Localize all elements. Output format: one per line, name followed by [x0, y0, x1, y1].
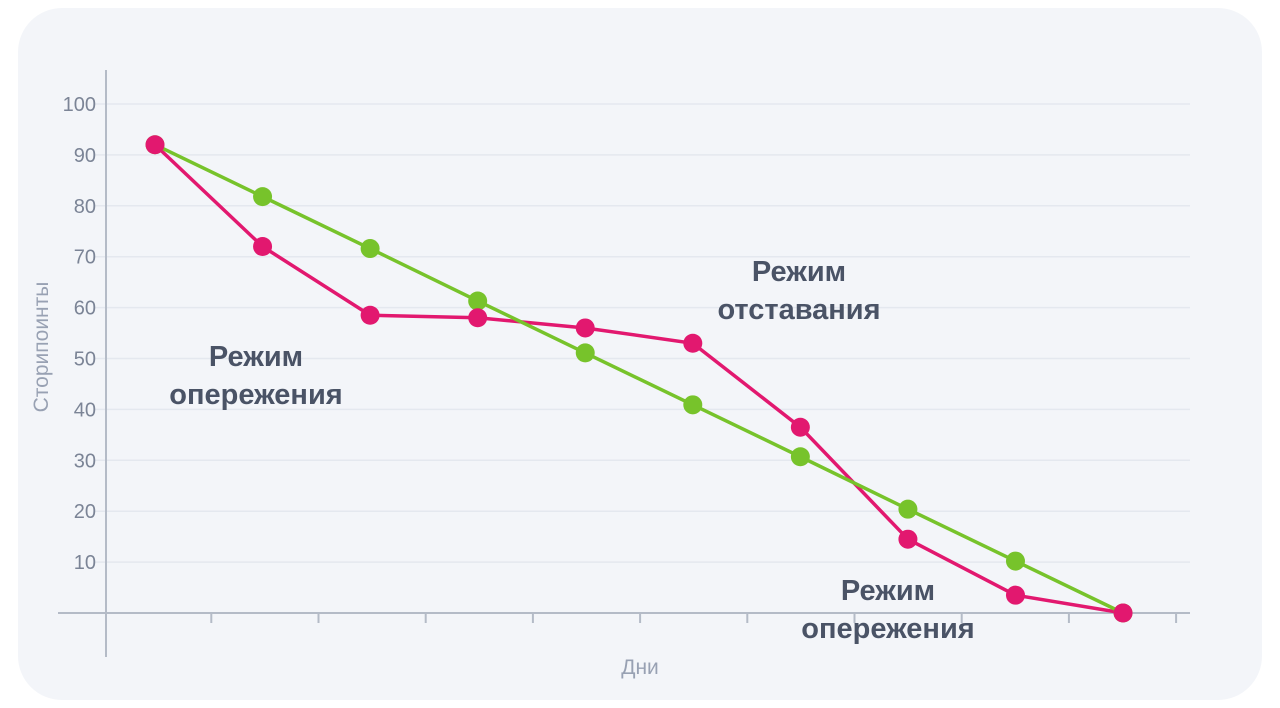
- annotation-line: Режим: [840, 575, 936, 607]
- annotation-line: Режим: [208, 341, 304, 373]
- ideal-data-point: [253, 187, 273, 207]
- actual-data-point: [1113, 603, 1133, 623]
- annotation-line: опережения: [801, 613, 975, 645]
- actual-data-point: [1005, 585, 1025, 605]
- y-axis-tick-label: 80: [74, 196, 96, 218]
- y-axis-tick-label: 90: [74, 145, 96, 167]
- annotation-behind-middle: Режим отставания: [717, 253, 880, 329]
- ideal-data-point: [575, 343, 595, 363]
- actual-data-point: [683, 333, 703, 353]
- actual-data-point: [575, 318, 595, 338]
- annotation-ahead-right: Режим опережения: [801, 572, 974, 648]
- ideal-data-point: [1005, 551, 1025, 571]
- y-axis-tick-label: 20: [74, 501, 96, 523]
- actual-data-point: [360, 305, 380, 325]
- ideal-data-point: [683, 395, 703, 415]
- chart-card: [18, 8, 1262, 700]
- actual-data-point: [790, 417, 810, 437]
- actual-data-point: [145, 135, 165, 155]
- annotation-line: отставания: [717, 294, 881, 326]
- annotation-line: Режим: [751, 256, 847, 288]
- ideal-data-point: [468, 291, 488, 311]
- actual-burndown-line: [153, 143, 1124, 615]
- y-axis-tick-label: 40: [74, 399, 96, 421]
- actual-data-point: [468, 308, 488, 328]
- y-axis-tick-label: 30: [74, 450, 96, 472]
- ideal-data-point: [790, 447, 810, 467]
- annotation-ahead-left: Режим опережения: [169, 338, 342, 414]
- actual-data-point: [253, 237, 273, 257]
- actual-data-point: [898, 529, 918, 549]
- y-axis-tick-label: 70: [74, 247, 96, 269]
- y-axis-tick-label: 50: [74, 349, 96, 371]
- ideal-data-point: [898, 499, 918, 519]
- ideal-data-point: [360, 239, 380, 259]
- x-axis-label: Дни: [621, 656, 659, 679]
- y-axis-tick-label: 10: [74, 552, 96, 574]
- y-axis-tick-label: 60: [74, 298, 96, 320]
- y-axis-label: Сторипоинты: [30, 281, 53, 413]
- y-axis-tick-label: 100: [63, 94, 96, 116]
- ideal-burndown-line: [154, 143, 1124, 615]
- annotation-line: опережения: [169, 379, 343, 411]
